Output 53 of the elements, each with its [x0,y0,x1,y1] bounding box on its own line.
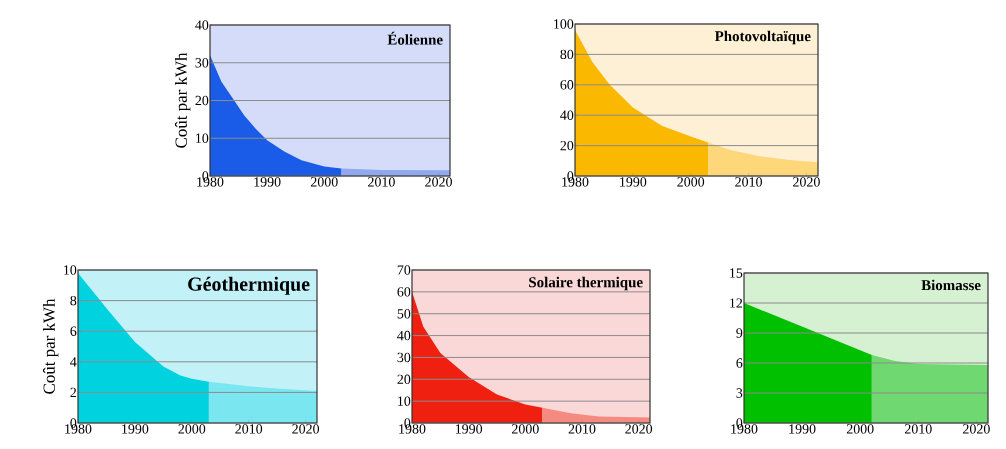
x-tick-label: 2000 [512,424,539,434]
x-tick-label: 2010 [735,177,762,187]
y-tick-label: 6 [736,358,743,368]
y-tick-label: 40 [195,20,209,30]
x-tick-label: 2000 [846,424,874,434]
y-tick-label: 15 [730,268,743,278]
y-tick-label: 80 [560,49,574,60]
y-tick-label: 8 [70,295,77,306]
x-tick-label: 2010 [904,424,932,434]
y-tick-label: 12 [730,298,743,308]
chart-title: Éolienne [387,31,443,45]
x-tick-label: 2010 [235,424,263,434]
x-tick-label: 2020 [292,424,320,434]
x-tick-label: 1990 [620,177,647,187]
x-tick-label: 1990 [789,424,816,434]
y-tick-label: 20 [195,95,209,106]
y-tick-label: 50 [397,309,411,319]
y-tick-label: 100 [554,19,574,29]
y-tick-label: 30 [195,58,209,68]
y-tick-label: 6 [70,326,77,336]
x-tick-label: 2020 [625,424,653,434]
y-tick-label: 3 [736,388,743,398]
y-tick-label: 10 [196,133,209,143]
y-axis-title: Coût par kWh [174,52,191,148]
x-tick-label: 2010 [368,177,395,187]
y-tick-label: 10 [64,265,77,275]
y-axis-title: Coût par kWh [42,298,59,394]
x-tick-label: 1990 [455,424,483,434]
x-tick-label: 2020 [793,177,820,187]
x-tick-label: 1990 [254,177,281,187]
y-tick-label: 2 [70,387,77,398]
y-tick-label: 10 [398,396,411,406]
y-tick-label: 9 [736,328,743,338]
y-tick-label: 40 [397,330,411,341]
x-tick-label: 2000 [178,424,206,434]
y-tick-label: 70 [397,265,411,275]
x-tick-label: 2020 [425,177,452,187]
x-tick-label: 2000 [677,177,705,187]
x-tick-label: 1990 [122,424,149,434]
x-tick-label: 2000 [310,177,338,187]
y-tick-label: 40 [560,110,574,120]
chart-title: Solaire thermique [529,276,643,291]
y-tick-label: 60 [560,80,574,90]
chart-title: Géothermique [188,276,310,295]
chart-title: Photovoltaïque [714,30,811,45]
x-tick-label: 2020 [963,424,990,434]
chart-title: Biomasse [921,279,981,291]
x-tick-label: 2010 [568,424,596,434]
y-tick-label: 20 [397,374,411,384]
y-tick-label: 4 [70,357,77,367]
y-tick-label: 60 [397,287,411,297]
y-tick-label: 20 [560,140,574,151]
y-tick-label: 30 [397,352,411,363]
